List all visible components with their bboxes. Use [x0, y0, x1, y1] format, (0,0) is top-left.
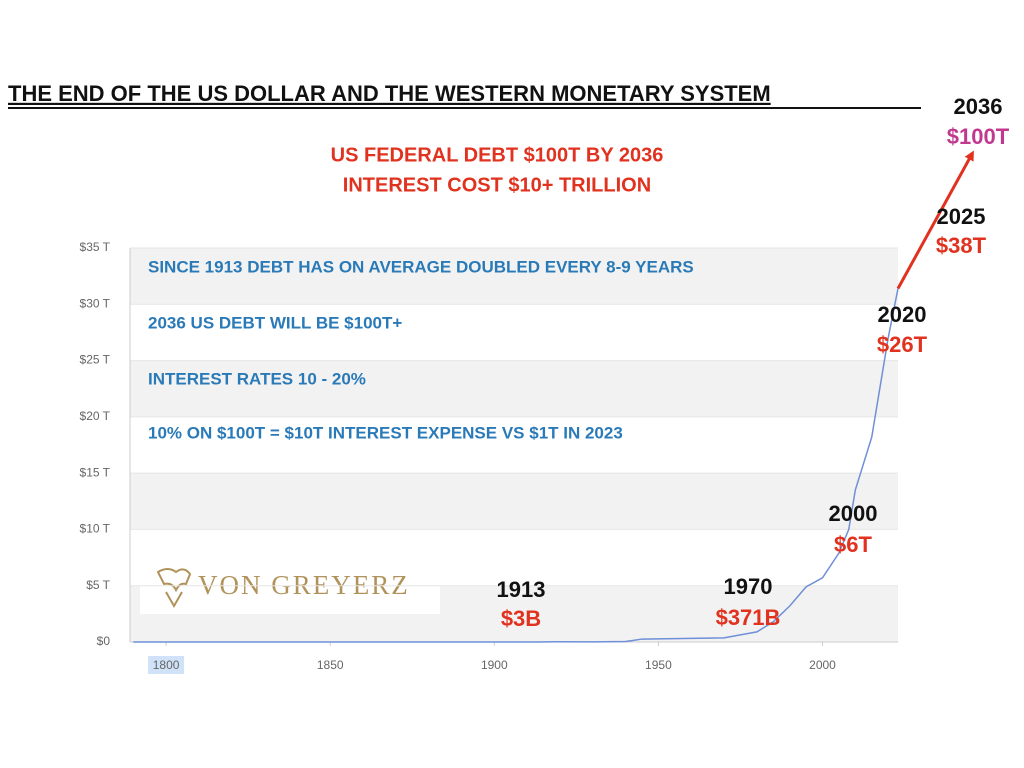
- subtitle: INTEREST COST $10+ TRILLION: [343, 174, 651, 196]
- debt-line: [133, 288, 899, 643]
- annotation-year: 1913: [497, 577, 546, 602]
- note: SINCE 1913 DEBT HAS ON AVERAGE DOUBLED E…: [148, 257, 694, 276]
- annotation-amount: $26T: [877, 332, 928, 357]
- y-tick-label: $5 T: [86, 578, 110, 592]
- note: INTEREST RATES 10 - 20%: [148, 369, 366, 388]
- chart-title: THE END OF THE US DOLLAR AND THE WESTERN…: [8, 81, 771, 106]
- annotation-amount: $38T: [936, 233, 987, 258]
- grid-band: [130, 248, 898, 305]
- note: 10% ON $100T = $10T INTEREST EXPENSE VS …: [148, 423, 623, 442]
- x-tick-label: 2000: [809, 658, 836, 672]
- y-tick-label: $20 T: [80, 409, 111, 423]
- plot-background: [130, 248, 898, 642]
- subtitle: US FEDERAL DEBT $100T BY 2036: [331, 144, 664, 166]
- x-tick-label: 1900: [481, 658, 508, 672]
- x-tick-label: 1800: [153, 658, 180, 672]
- annotation-year: 2000: [829, 501, 878, 526]
- annotation-year: 2036: [954, 94, 1003, 119]
- annotation-amount: $6T: [834, 532, 872, 557]
- annotation-amount: $3B: [501, 606, 541, 631]
- selection-highlight: [148, 656, 185, 674]
- y-tick-label: $0: [97, 634, 111, 648]
- logo-text: VON GREYERZ: [198, 570, 410, 600]
- annotation-year: 1970: [724, 574, 773, 599]
- y-tick-label: $35 T: [80, 240, 111, 254]
- x-tick-label: 1850: [317, 658, 344, 672]
- grid-band: [130, 473, 898, 530]
- annotation-year: 2020: [878, 302, 927, 327]
- y-tick-label: $25 T: [80, 353, 111, 367]
- x-tick-label: 1950: [645, 658, 672, 672]
- y-tick-label: $15 T: [80, 465, 111, 479]
- y-tick-label: $10 T: [80, 522, 111, 536]
- logo-box: [140, 556, 440, 614]
- annotation-amount: $371B: [716, 605, 781, 630]
- note: 2036 US DEBT WILL BE $100T+: [148, 313, 402, 332]
- y-tick-label: $30 T: [80, 296, 111, 310]
- grid-band: [130, 360, 898, 417]
- annotation-year: 2025: [937, 204, 986, 229]
- projection-arrow: [896, 150, 974, 290]
- annotation-amount: $100T: [947, 124, 1010, 149]
